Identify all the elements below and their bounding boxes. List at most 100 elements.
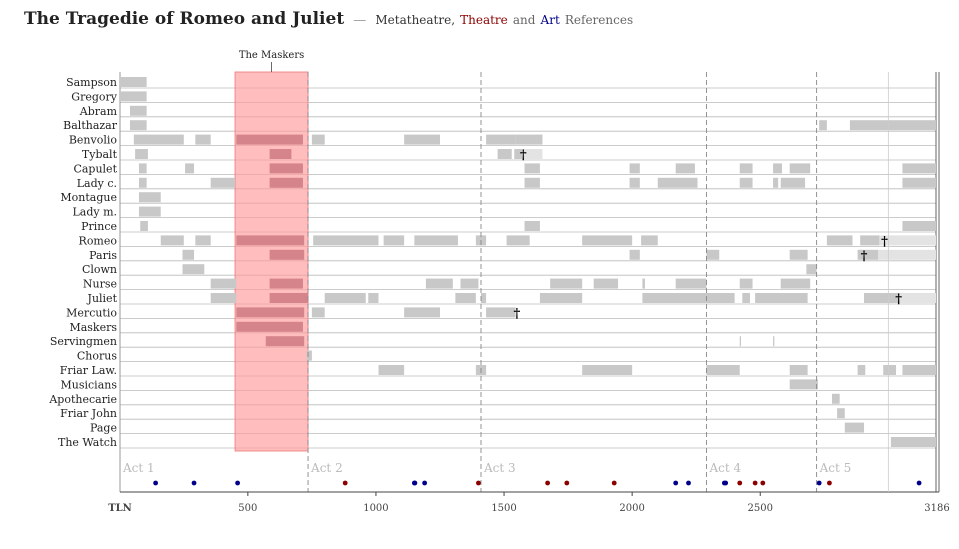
character-bar: [789, 163, 811, 174]
character-bar: [486, 307, 516, 318]
character-bar: [780, 278, 811, 289]
x-axis-tick-label: 2500: [748, 503, 773, 514]
character-bar: [806, 264, 817, 275]
character-bar: [641, 235, 658, 246]
character-bar: [195, 134, 211, 145]
character-bar: [742, 293, 750, 303]
character-bar: [773, 163, 783, 174]
character-bar: [515, 134, 543, 145]
character-label: Mercutio: [66, 306, 117, 319]
art-reference-dot: [673, 480, 679, 486]
character-label: Tybalt: [82, 148, 118, 161]
character-bar: [539, 293, 583, 303]
character-bar: [324, 293, 366, 303]
character-bar: [629, 163, 640, 174]
character-bar: [236, 235, 305, 246]
character-label: Juliet: [87, 292, 118, 305]
character-bar: [550, 278, 583, 289]
character-bar: [789, 365, 808, 375]
character-bar-faded: [899, 293, 936, 303]
character-bar: [425, 278, 453, 289]
character-bar-faded: [879, 235, 936, 246]
character-bar: [642, 278, 645, 289]
character-bar: [819, 120, 827, 131]
x-axis-end-label: 3186: [924, 503, 949, 514]
character-bar: [524, 163, 540, 174]
character-bar: [593, 278, 619, 289]
character-label: Montague: [60, 191, 117, 204]
character-bar: [378, 365, 405, 375]
character-bar: [138, 206, 161, 217]
character-bar: [236, 307, 305, 318]
character-label: Lady c.: [77, 177, 117, 190]
character-bar: [582, 235, 633, 246]
art-reference-dot: [686, 480, 691, 486]
character-bar: [582, 365, 633, 375]
character-bar: [138, 163, 147, 174]
character-bar: [857, 365, 866, 375]
act-label: Act 5: [819, 461, 852, 475]
character-bar: [182, 249, 195, 260]
character-bar: [524, 221, 540, 231]
character-bar: [311, 134, 325, 145]
art-reference-dot: [816, 480, 822, 486]
character-label: Prince: [81, 220, 117, 233]
character-bar: [514, 149, 522, 159]
x-axis-tick-label: 1500: [491, 503, 516, 514]
character-bar: [133, 134, 184, 145]
character-label: Abram: [79, 105, 118, 118]
character-bar: [269, 149, 292, 159]
art-reference-dot: [422, 480, 428, 486]
character-bar: [135, 149, 148, 159]
character-bar: [773, 336, 775, 347]
character-bar: [497, 149, 512, 159]
character-bar: [138, 192, 161, 203]
art-reference-dot: [191, 480, 197, 486]
title-main: The Tragedie of Romeo and Juliet: [24, 9, 345, 29]
theatre-reference-dot: [564, 480, 570, 486]
title-and: and: [512, 13, 536, 27]
character-bar: [629, 177, 640, 188]
character-label: Gregory: [71, 90, 117, 103]
character-bar: [739, 163, 753, 174]
x-axis-tick-label: 500: [238, 503, 257, 514]
character-label: Sampson: [66, 76, 117, 89]
character-bar: [706, 249, 720, 260]
art-reference-dot: [412, 480, 418, 486]
character-bar: [182, 264, 205, 275]
character-label: Page: [90, 422, 117, 435]
character-label: Benvolio: [69, 134, 118, 147]
theatre-reference-dot: [476, 480, 481, 486]
death-marker: †: [861, 249, 868, 264]
character-bar: [210, 278, 237, 289]
character-bar: [269, 163, 303, 174]
character-bar: [902, 365, 936, 375]
highlight-label: The Maskers: [239, 50, 304, 61]
character-bar: [524, 177, 540, 188]
character-bar: [129, 105, 147, 116]
theatre-reference-dot: [827, 480, 832, 486]
character-bar: [480, 293, 487, 303]
character-bar: [138, 177, 147, 188]
character-bar: [883, 365, 897, 375]
character-label: Paris: [89, 249, 117, 262]
character-label: Romeo: [79, 234, 118, 247]
character-bar: [837, 408, 845, 419]
x-axis-tick-label: 2000: [619, 503, 644, 514]
character-bar: [844, 422, 865, 433]
theatre-reference-dot: [545, 480, 550, 486]
theatre-reference-dot: [752, 480, 758, 486]
title-metatheatre: Metatheatre,: [375, 13, 456, 27]
character-label: Friar Law.: [60, 364, 117, 377]
character-bar: [160, 235, 184, 246]
character-label: Nurse: [83, 278, 117, 291]
character-bar: [773, 177, 779, 188]
character-bar: [902, 177, 936, 188]
character-bar: [860, 235, 880, 246]
character-bar: [739, 336, 742, 347]
character-bar: [675, 163, 695, 174]
theatre-reference-dot: [737, 480, 743, 486]
art-reference-dot: [235, 480, 240, 486]
character-label: Chorus: [77, 350, 117, 363]
character-label: Servingmen: [50, 335, 117, 348]
